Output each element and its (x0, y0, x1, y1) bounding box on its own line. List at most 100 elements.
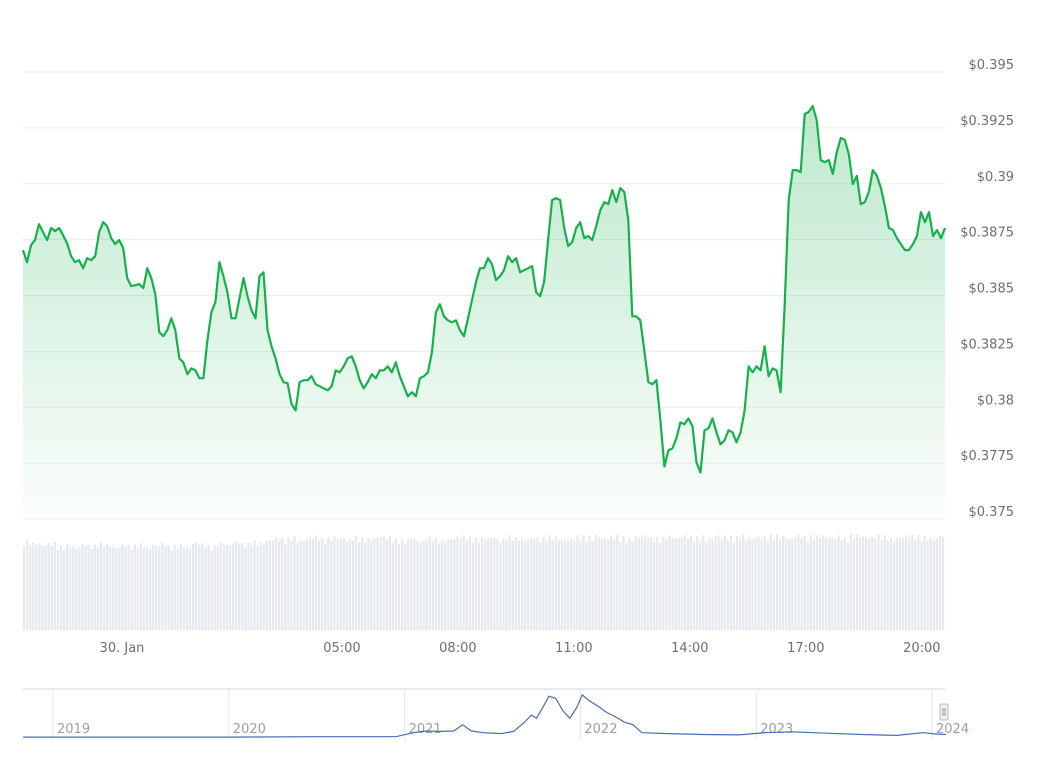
volume-bar (729, 535, 733, 630)
volume-bar (318, 540, 321, 630)
volume-bar (686, 538, 690, 630)
x-tick-label: 20:00 (903, 641, 940, 656)
volume-bar (176, 548, 179, 630)
y-tick-label: $0.375 (969, 505, 1015, 520)
volume-bar (545, 541, 548, 630)
volume-bar (723, 535, 726, 630)
volume-bar (50, 545, 53, 630)
volume-bar (815, 535, 819, 630)
volume-bar (625, 543, 628, 630)
volume-bar (78, 547, 81, 630)
volume-bar (616, 535, 619, 630)
volume-bar (597, 536, 600, 630)
volume-bar (696, 535, 699, 630)
volume-bar (935, 538, 938, 630)
y-tick-label: $0.395 (969, 58, 1015, 73)
volume-bar (702, 535, 705, 630)
volume-bar (858, 537, 862, 630)
volume-bar (394, 537, 398, 630)
volume-bar (508, 534, 511, 630)
volume-bar (895, 537, 899, 630)
volume-bar (124, 547, 127, 630)
volume-bar (198, 545, 201, 630)
volume-bar (462, 535, 465, 630)
volume-bar (465, 540, 468, 630)
volume-bar (425, 540, 428, 630)
volume-bar (643, 535, 647, 630)
volume-bar (416, 541, 419, 630)
volume-bar (450, 539, 453, 630)
volume-bar (772, 539, 776, 630)
volume-bar (766, 541, 769, 630)
x-tick-label: 05:00 (323, 641, 360, 656)
volume-bar (708, 537, 711, 630)
volume-bar (290, 540, 293, 630)
volume-bar (840, 540, 843, 630)
volume-bar (520, 538, 524, 630)
volume-bar (136, 548, 139, 630)
volume-bar (404, 543, 407, 630)
volume-bar (610, 535, 613, 630)
navigator-year-label: 2022 (584, 722, 617, 737)
volume-bar (637, 537, 640, 630)
volume-bar (388, 536, 391, 630)
volume-bar (834, 538, 837, 630)
volume-bar (440, 539, 444, 630)
volume-bar (222, 544, 225, 630)
volume-bar (81, 544, 84, 630)
volume-bar (484, 540, 487, 630)
volume-bar (321, 537, 324, 630)
volume-bar (370, 540, 373, 630)
volume-bar (527, 539, 530, 630)
volume-bar (570, 537, 573, 630)
volume-bar (898, 538, 902, 630)
volume-bar (705, 540, 708, 630)
volume-bar (238, 544, 241, 630)
volume-bar (806, 542, 809, 630)
volume-bar (268, 540, 272, 630)
volume-bar (548, 534, 551, 630)
volume-bar (130, 549, 133, 630)
volume-bar (133, 544, 136, 630)
volume-bar (487, 538, 490, 630)
volume-bar (775, 534, 779, 630)
volume-bar (480, 537, 484, 630)
volume-bar (517, 540, 521, 630)
volume-bar (164, 545, 167, 630)
volume-bar (256, 545, 259, 630)
volume-bar (634, 536, 637, 630)
volume-bar (105, 544, 109, 630)
volume-bar (908, 537, 911, 630)
navigator-handle[interactable] (939, 703, 949, 721)
navigator[interactable]: 2019 2020 2021 2022 2023 2024 (23, 688, 969, 740)
volume-bar (345, 541, 348, 630)
volume-bar (253, 540, 256, 630)
volume-bar (357, 542, 361, 630)
volume-bar (373, 538, 376, 630)
volume-bar (142, 546, 146, 630)
volume-bar (296, 542, 299, 630)
volume-bar (339, 538, 342, 630)
volume-bar (493, 538, 496, 630)
volume-bar (364, 543, 367, 630)
volume-bar (871, 536, 874, 630)
volume-bar (579, 540, 582, 630)
volume-bar (502, 539, 505, 630)
volume-bar (29, 544, 32, 630)
navigator-year-label: 2023 (760, 722, 793, 737)
navigator-year-label: 2021 (409, 722, 442, 737)
volume-bar (265, 540, 268, 630)
volume-bar (914, 540, 917, 630)
volume-bar (241, 542, 244, 630)
volume-bar (720, 538, 723, 630)
volume-bar (843, 536, 846, 630)
volume-bar (748, 538, 751, 630)
volume-bar (324, 543, 327, 630)
volume-bar (628, 538, 631, 630)
volume-bar (794, 537, 797, 630)
volume-bar (785, 539, 788, 630)
volume-bar (613, 539, 616, 630)
volume-bar (428, 536, 431, 630)
volume-bar (422, 540, 425, 630)
volume-bars (23, 533, 945, 630)
